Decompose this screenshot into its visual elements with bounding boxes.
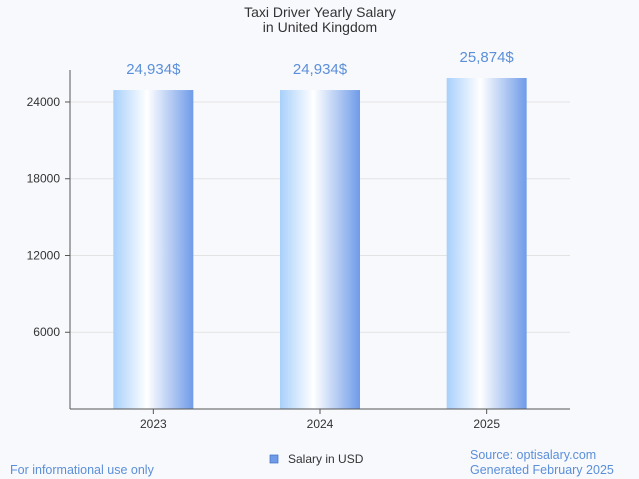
data-label-2023: 24,934$: [126, 61, 181, 78]
chart-title-line-2: in United Kingdom: [263, 19, 377, 35]
data-label-2025: 25,874$: [460, 49, 515, 66]
y-tick-label: 12000: [27, 248, 61, 262]
x-tick-label-2025: 2025: [473, 417, 500, 431]
data-label-2024: 24,934$: [293, 61, 348, 78]
y-tick-label: 18000: [27, 172, 61, 186]
y-axis-ticks: 6000 12000 18000 24000: [27, 95, 70, 339]
y-tick-label: 24000: [27, 95, 61, 109]
bar-2023[interactable]: [113, 90, 194, 409]
y-tick-label: 6000: [33, 325, 60, 339]
x-tick-label-2024: 2024: [307, 417, 334, 431]
x-tick-label-2023: 2023: [140, 417, 167, 431]
x-axis-ticks: 2023 2024 2025: [140, 409, 500, 431]
legend-swatch: [269, 454, 279, 464]
bar-2025[interactable]: [446, 78, 527, 410]
bars: [113, 78, 527, 410]
source-block: Source: optisalary.com Generated Februar…: [470, 448, 614, 478]
data-labels: 24,934$ 24,934$ 25,874$: [126, 49, 514, 78]
legend: Salary in USD: [269, 452, 364, 466]
generated-text: Generated February 2025: [470, 463, 614, 477]
chart-title-line-1: Taxi Driver Yearly Salary: [244, 4, 396, 20]
source-text[interactable]: Source: optisalary.com: [470, 448, 597, 462]
disclaimer-text: For informational use only: [10, 463, 154, 477]
bar-2024[interactable]: [280, 90, 360, 409]
legend-label: Salary in USD: [288, 452, 364, 466]
